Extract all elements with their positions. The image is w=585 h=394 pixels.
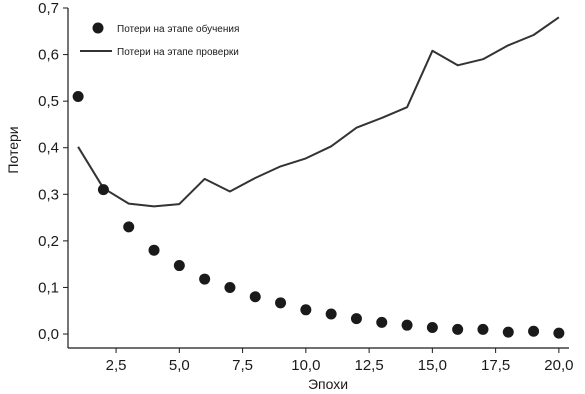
training-loss-point [97, 184, 109, 196]
legend: Потери на этапе обучения Потери на этапе … [80, 22, 239, 58]
y-tick-label: 0,5 [38, 93, 59, 110]
training-loss-point [376, 316, 388, 328]
training-loss-point [553, 327, 565, 339]
training-loss-point [173, 260, 185, 272]
x-tick-label: 12,5 [355, 357, 384, 374]
validation-loss-line [77, 16, 560, 208]
legend-label-validation: Потери на этапе проверки [117, 47, 239, 58]
training-loss-point [72, 90, 84, 102]
legend-marker-training [92, 22, 104, 34]
y-tick-label: 0,0 [38, 326, 59, 343]
x-axis-ticks: 2,5 5,0 7,5 10,0 12,5 15,0 17,5 20,0 [106, 348, 573, 374]
training-loss-point [325, 308, 337, 320]
y-tick-label: 0,4 [38, 140, 59, 157]
y-tick-label: 0,1 [38, 279, 59, 296]
y-tick-label: 0,2 [38, 233, 59, 250]
x-tick-label: 17,5 [481, 357, 510, 374]
training-loss-point [148, 244, 160, 256]
axes [67, 8, 569, 349]
training-loss-point [123, 221, 135, 233]
x-tick-label: 5,0 [169, 357, 190, 374]
y-tick-label: 0,3 [38, 186, 59, 203]
training-loss-series [72, 90, 565, 339]
legend-label-training: Потери на этапе обучения [117, 23, 239, 35]
training-loss-point [528, 325, 540, 337]
training-loss-point [502, 326, 514, 338]
x-tick-label: 20,0 [544, 357, 573, 374]
training-loss-point [426, 322, 438, 334]
y-tick-label: 0,6 [38, 47, 59, 64]
y-axis-title: Потери [5, 126, 21, 173]
x-tick-label: 7,5 [232, 357, 253, 374]
x-tick-label: 10,0 [291, 357, 320, 374]
training-loss-point [275, 297, 287, 309]
validation-loss-series [77, 16, 560, 208]
training-loss-point [477, 323, 489, 335]
y-tick-label: 0,7 [38, 0, 59, 17]
x-tick-label: 15,0 [418, 357, 447, 374]
training-loss-point [452, 323, 464, 335]
x-axis-title: Эпохи [308, 376, 348, 392]
training-loss-point [300, 304, 312, 316]
training-loss-point [199, 273, 211, 285]
training-loss-point [249, 291, 261, 303]
training-loss-point [350, 313, 362, 325]
training-loss-point [224, 281, 236, 293]
x-tick-label: 2,5 [106, 357, 127, 374]
y-axis-ticks: 0,0 0,1 0,2 0,3 0,4 0,5 0,6 0,7 [38, 0, 68, 343]
training-loss-point [401, 319, 413, 331]
